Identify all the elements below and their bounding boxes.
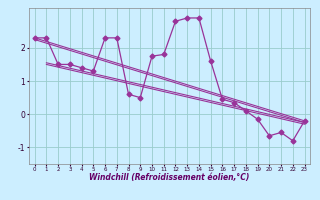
X-axis label: Windchill (Refroidissement éolien,°C): Windchill (Refroidissement éolien,°C) [89, 173, 250, 182]
